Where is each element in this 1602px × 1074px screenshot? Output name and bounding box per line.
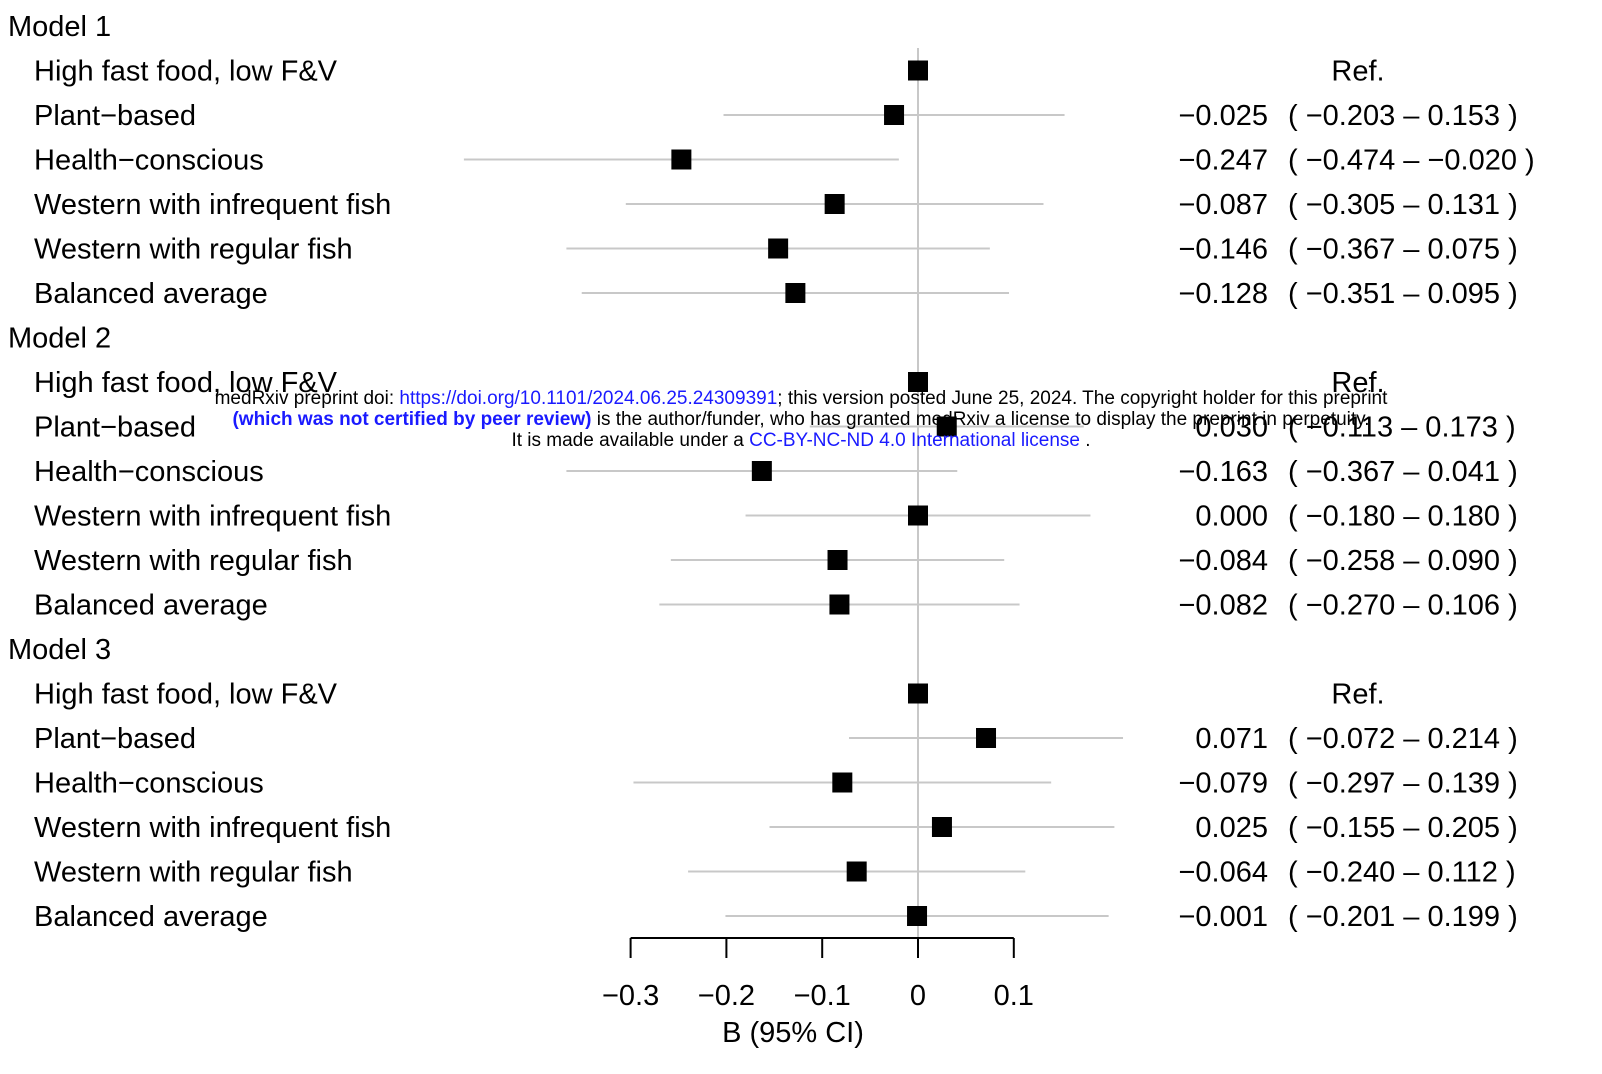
labels-layer: Model 1 High fast food, low F&V Ref. Plant−…: [8, 11, 1535, 933]
estimate-marker: [908, 60, 928, 81]
estimate-ci-text: −0.001( −0.201 – 0.199 ): [1178, 901, 1517, 933]
estimate-ci-text: −0.079( −0.297 – 0.139 ): [1178, 768, 1517, 800]
estimate-marker: [785, 283, 806, 303]
estimate-marker: [671, 149, 692, 170]
estimate-marker: [908, 372, 928, 392]
estimate-ci-text: 0.025( −0.155 – 0.205 ): [1195, 812, 1517, 844]
row-label: Health−conscious: [34, 768, 264, 800]
estimate-ci-text: −0.247( −0.474 – −0.020 ): [1178, 145, 1534, 177]
row-label: High fast food, low F&V: [34, 679, 338, 711]
reference-label: Ref.: [1331, 56, 1384, 88]
doi-link[interactable]: https://doi.org/10.1101/2024.06.25.24309…: [399, 388, 778, 409]
group-label: Model 2: [8, 323, 111, 355]
row-label: Western with regular fish: [34, 857, 353, 889]
watermark-license-text: is the author/funder, who has granted me…: [591, 409, 1370, 430]
row-label: Western with infrequent fish: [34, 189, 391, 221]
license-link[interactable]: CC-BY-NC-ND 4.0 International license: [749, 430, 1080, 451]
estimate-marker: [824, 194, 845, 214]
tick-label: −0.1: [794, 980, 851, 1012]
estimate-marker: [976, 728, 997, 748]
estimate-ci-text: 0.000( −0.180 – 0.180 ): [1195, 501, 1517, 533]
estimate-marker: [884, 105, 905, 125]
row-label: High fast food, low F&V: [34, 56, 338, 88]
watermark-period: .: [1079, 430, 1091, 451]
watermark-copyright-text: ; this version posted June 25, 2024. The…: [777, 388, 1388, 409]
estimate-marker: [908, 683, 928, 704]
estimate-ci-text: −0.084( −0.258 – 0.090 ): [1178, 545, 1517, 577]
preprint-watermark: medRxiv preprint doi: https://doi.org/10…: [0, 388, 1602, 451]
row-label: Western with infrequent fish: [34, 501, 391, 533]
row-label: Health−conscious: [34, 145, 264, 177]
tick-label: −0.2: [698, 980, 755, 1012]
estimate-ci-text: −0.128( −0.351 – 0.095 ): [1178, 278, 1517, 310]
estimate-ci-text: −0.082( −0.270 – 0.106 ): [1178, 590, 1517, 622]
row-label: Western with regular fish: [34, 545, 353, 577]
row-label: High fast food, low F&V: [34, 367, 338, 399]
estimate-marker: [827, 550, 848, 570]
row-label: Plant−based: [34, 412, 196, 444]
row-label: Balanced average: [34, 278, 268, 310]
estimate-marker: [832, 772, 853, 793]
tick-label: −0.3: [602, 980, 659, 1012]
watermark-doi-prefix: medRxiv preprint doi:: [214, 388, 400, 409]
x-axis-title: B (95% CI): [722, 1017, 864, 1049]
reference-label: Ref.: [1331, 679, 1384, 711]
estimate-marker: [908, 505, 928, 526]
row-label: Balanced average: [34, 901, 268, 933]
tick-label: 0.1: [994, 980, 1034, 1012]
row-label: Western with infrequent fish: [34, 812, 391, 844]
watermark-line-1: medRxiv preprint doi: https://doi.org/10…: [0, 388, 1602, 409]
watermark-available-text: It is made available under a: [511, 430, 750, 451]
estimate-marker: [829, 594, 850, 615]
group-label: Model 1: [8, 11, 111, 43]
watermark-line-2: (which was not certified by peer review)…: [0, 409, 1602, 430]
row-label: Balanced average: [34, 590, 268, 622]
estimate-marker: [751, 461, 772, 481]
estimate-marker: [768, 238, 789, 259]
estimate-ci-text: 0.030( −0.113 – 0.173 ): [1195, 412, 1515, 444]
estimate-ci-text: −0.025( −0.203 – 0.153 ): [1178, 100, 1517, 132]
group-label: Model 3: [8, 634, 111, 666]
markers-layer: [671, 60, 997, 926]
row-label: Health−conscious: [34, 456, 264, 488]
estimate-ci-text: 0.071( −0.072 – 0.214 ): [1195, 723, 1517, 755]
estimate-ci-text: −0.064( −0.240 – 0.112 ): [1178, 857, 1515, 889]
reference-label: Ref.: [1331, 367, 1384, 399]
x-axis: −0.3 −0.2 −0.1 0 0.1 B (95% CI): [602, 937, 1034, 1049]
estimate-ci-text: −0.087( −0.305 – 0.131 ): [1178, 189, 1517, 221]
estimate-marker: [936, 416, 957, 437]
watermark-line-3: It is made available under a CC-BY-NC-ND…: [0, 430, 1602, 451]
estimate-ci-text: −0.163( −0.367 – 0.041 ): [1178, 456, 1517, 488]
estimate-ci-text: −0.146( −0.367 – 0.075 ): [1178, 234, 1517, 266]
peer-review-notice-link[interactable]: (which was not certified by peer review): [232, 409, 592, 430]
estimate-marker: [931, 817, 952, 837]
row-label: Plant−based: [34, 723, 196, 755]
row-label: Plant−based: [34, 100, 196, 132]
estimate-marker: [846, 861, 867, 882]
estimate-marker: [907, 906, 928, 926]
tick-label: 0: [910, 980, 926, 1012]
row-label: Western with regular fish: [34, 234, 353, 266]
ci-lines-layer: [463, 114, 1124, 917]
